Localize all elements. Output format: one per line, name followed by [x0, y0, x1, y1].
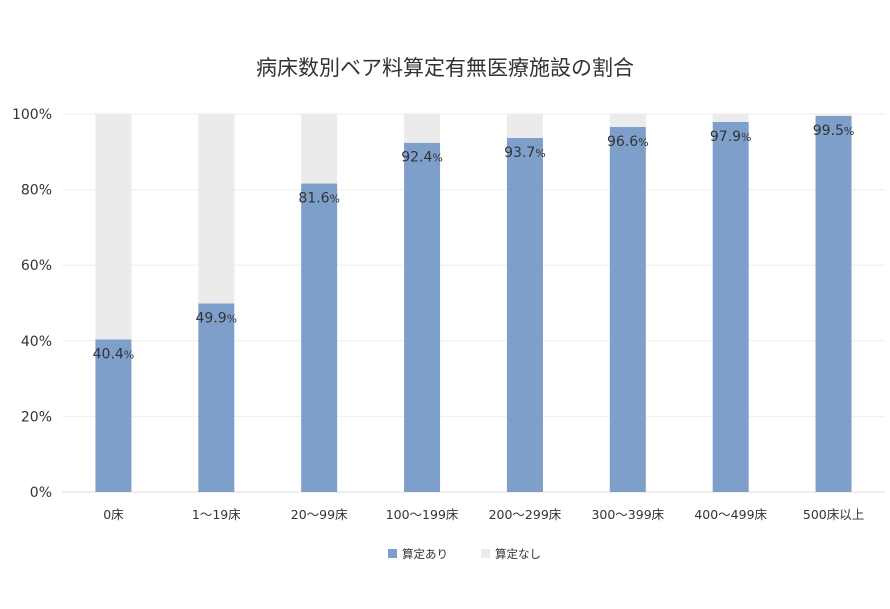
x-tick-label: 400〜499床 [694, 507, 767, 522]
data-label: 92.4% [401, 150, 443, 166]
legend-label-calculated[interactable]: 算定あり [402, 547, 448, 561]
bar-segment-calculated[interactable] [712, 121, 749, 493]
data-label: 99.5% [813, 123, 855, 139]
data-labels: 40.4% 49.9% 81.6% 92.4% 93.7% 96.6% 97.9% 99.5% [93, 123, 855, 362]
x-tick-label: 1〜19床 [192, 507, 241, 522]
bar-segment-calculated[interactable] [95, 339, 132, 492]
y-tick-label: 60% [21, 258, 52, 274]
bar-segment-calculated[interactable] [404, 142, 441, 492]
bar-segment-calculated[interactable] [506, 137, 543, 492]
bar-segment-calculated[interactable] [815, 115, 852, 492]
x-axis: 0床 1〜19床 20〜99床 100〜199床 200〜299床 300〜399床 400… [103, 507, 864, 522]
data-label: 81.6% [298, 191, 340, 207]
y-tick-label: 80% [21, 183, 52, 199]
bar-segment-not-calculated[interactable] [301, 114, 338, 184]
chart-title: 病床数別ベア料算定有無医療施設の割合 [256, 56, 634, 80]
bar-segment-not-calculated[interactable] [815, 114, 852, 116]
bar-segment-calculated[interactable] [609, 126, 646, 493]
legend-label-not-calculated[interactable]: 算定なし [495, 547, 541, 561]
bar-segment-not-calculated[interactable] [609, 114, 646, 127]
bar-segment-not-calculated[interactable] [404, 114, 441, 143]
bar-segment-not-calculated[interactable] [198, 114, 235, 304]
x-tick-label: 100〜199床 [386, 507, 459, 522]
bars [95, 114, 852, 493]
y-axis: 0% 20% 40% 60% 80% 100% [12, 107, 52, 501]
data-label: 96.6% [607, 134, 649, 150]
legend-swatch-not-calculated[interactable] [481, 549, 490, 558]
legend-swatch-calculated[interactable] [388, 549, 397, 558]
bar-segment-calculated[interactable] [301, 183, 338, 492]
bar-segment-not-calculated[interactable] [95, 114, 132, 340]
y-tick-label: 100% [12, 107, 52, 123]
gridlines [62, 113, 885, 493]
bar-segment-calculated[interactable] [198, 303, 235, 492]
data-label: 40.4% [93, 346, 135, 362]
legend[interactable]: 算定あり 算定なし [388, 547, 541, 561]
y-tick-label: 20% [21, 409, 52, 425]
bar-segment-not-calculated[interactable] [506, 114, 543, 138]
data-label: 97.9% [710, 129, 752, 145]
bar-segment-not-calculated[interactable] [712, 114, 749, 122]
y-tick-label: 40% [21, 334, 52, 350]
y-tick-label: 0% [30, 485, 52, 501]
data-label: 49.9% [196, 310, 238, 326]
x-tick-label: 500床以上 [803, 507, 864, 522]
x-tick-label: 300〜399床 [591, 507, 664, 522]
data-label: 93.7% [504, 145, 546, 161]
x-tick-label: 20〜99床 [291, 507, 348, 522]
x-tick-label: 0床 [103, 507, 124, 522]
x-tick-label: 200〜299床 [489, 507, 562, 522]
